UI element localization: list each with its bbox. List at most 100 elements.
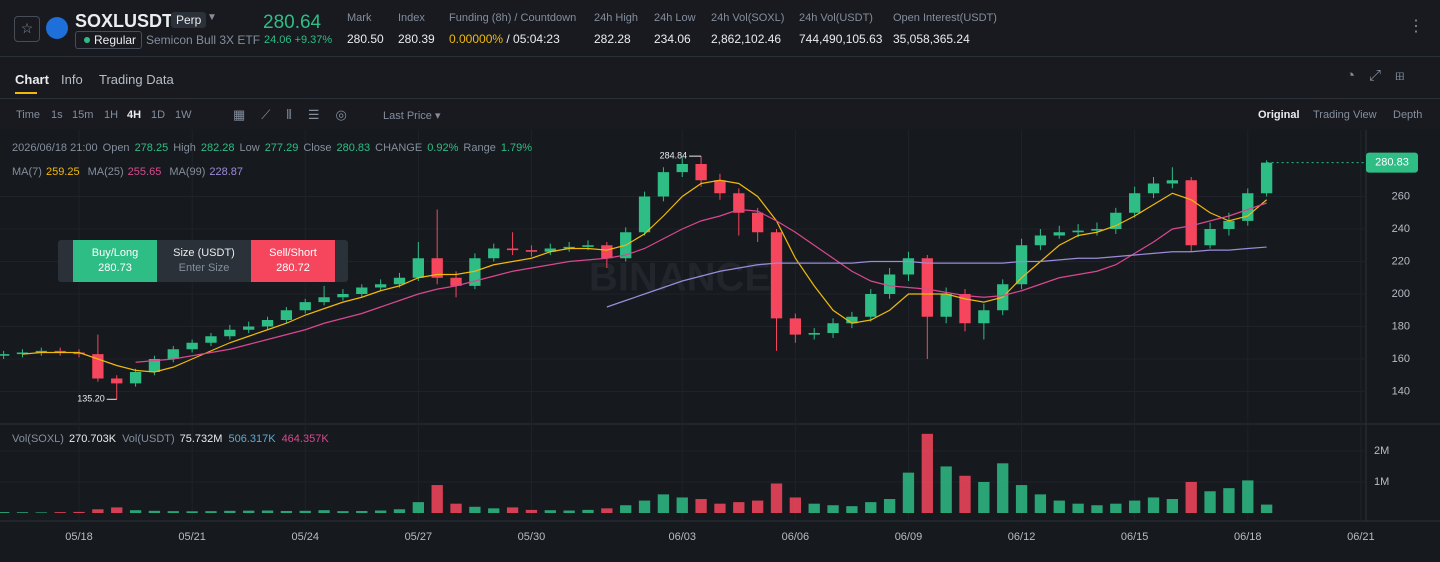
volume-bar [827,505,839,513]
ma-label: MA(99) [169,166,206,178]
volume-bar [808,503,820,513]
volume-bar [261,510,274,513]
interval[interactable]: 1W [175,109,192,121]
candle-body [601,245,613,259]
volume-bar [770,483,783,513]
interval[interactable]: 1s [51,109,63,121]
stat-value: 2,862,102.46 [711,32,781,46]
volume-bar [299,510,311,513]
size-label: Size (USDT) [173,247,235,259]
volume-bar [393,509,406,513]
candle-body [280,310,293,320]
volume-bar [92,509,104,513]
volume-bar [54,512,66,513]
volume-bar [1204,491,1216,513]
dropdown[interactable]: ▼ [207,12,217,23]
ohlc-item: Low [239,142,260,154]
volume-bar [506,507,519,513]
vol-label: Vol(USDT) [122,433,175,445]
ma-label: MA(25) [87,166,124,178]
description: Semicon Bull 3X ETF [146,33,261,47]
candle-body [393,277,406,285]
candle-body [1110,212,1122,229]
chart-icons[interactable]: ◔⤢⊞ [1346,67,1419,84]
ma-line [135,202,1267,363]
candle-body [1091,229,1103,231]
candle-body [827,323,839,333]
tab[interactable]: Trading Data [99,72,174,87]
symbol[interactable]: SOXLUSDT [75,11,174,31]
candle-body [261,320,274,327]
sell-price: 280.72 [276,262,310,274]
vol-label: Vol(SOXL) [12,433,64,445]
volume-bar [356,510,368,513]
candle-body [1015,245,1028,285]
volume-tick-label: 1M [1374,476,1389,488]
buy-button[interactable]: Buy/Long 280.73 [73,240,157,282]
interval[interactable]: 1H [104,109,119,121]
vol-value: 506.317K [228,433,276,445]
view-tab[interactable]: Trading View [1313,109,1377,121]
stat-label: Mark [347,12,372,24]
volume-bar [1072,503,1084,513]
stat-label: 24h High [594,12,639,24]
ohlc-item: Close [303,142,332,154]
candle-body [92,354,104,379]
volume-bar [902,472,915,513]
stat-number: 234.06 [654,32,691,46]
volume-bar [224,510,236,513]
candle-body [789,318,802,335]
candle-body [186,342,198,350]
x-tick-label: 06/06 [782,531,810,543]
stat-number: 35,058,365.24 [893,32,970,46]
candle-body [1053,232,1065,236]
volume-bar [1166,499,1179,513]
vol-legend: Vol(SOXL) 270.703K Vol(USDT) 75.732M 506.317… [12,433,335,445]
candle-body [412,258,424,278]
interval[interactable]: Time [16,109,41,121]
favorite-button[interactable]: ☆ [14,16,40,42]
interval[interactable]: 4H [127,109,142,121]
ma-line [606,246,1267,308]
logo [46,17,68,39]
view-tab[interactable]: Depth [1393,109,1423,121]
candle-body [129,372,142,384]
volume-bar [695,499,707,513]
interval[interactable]: 15m [72,109,94,121]
size-input[interactable]: Size (USDT) Enter Size [157,240,251,282]
stat-value: 280.50 [347,32,384,46]
vol-value: 270.703K [68,433,117,445]
tab[interactable]: Info [61,72,83,87]
ma-value: 255.65 [127,166,162,178]
more-button[interactable]: ⋮ [1408,18,1424,35]
volume-bar [846,506,858,513]
volume-bar [280,510,293,513]
view-tab[interactable]: Original [1258,109,1300,121]
x-tick-label: 06/15 [1121,531,1149,543]
candle-body [1147,183,1160,194]
candle-body [959,294,971,324]
divider [0,98,1440,99]
chart-bg [0,130,1440,562]
candle-body [1242,193,1254,221]
ohlc-item: 282.28 [200,142,235,154]
price-type[interactable]: Last Price ▾ [383,110,441,122]
stat-value: 280.39 [398,32,435,46]
candle-body [73,352,85,355]
tab[interactable]: Chart [15,72,49,87]
sell-button[interactable]: Sell/Short 280.72 [251,240,335,282]
volume-bar [1185,481,1197,513]
chart: BINANCE 140 160 180 200 220 240 260 1M 2M 05/18 05… [0,130,1440,562]
volume-bar [921,433,933,513]
volume-bar [243,510,255,513]
contract-badge: Perp [171,12,207,28]
tool-icons[interactable]: ▦⟋⫴☰◎ [233,107,363,122]
stat-label: Funding (8h) / Countdown [449,12,577,24]
candle-body [751,212,764,233]
interval[interactable]: 1D [151,109,166,121]
price-type-label: Last Price [383,110,432,122]
candle-body [1223,220,1235,229]
volume-bar [167,511,179,513]
candle-body [506,248,519,251]
candle-body [35,350,47,353]
